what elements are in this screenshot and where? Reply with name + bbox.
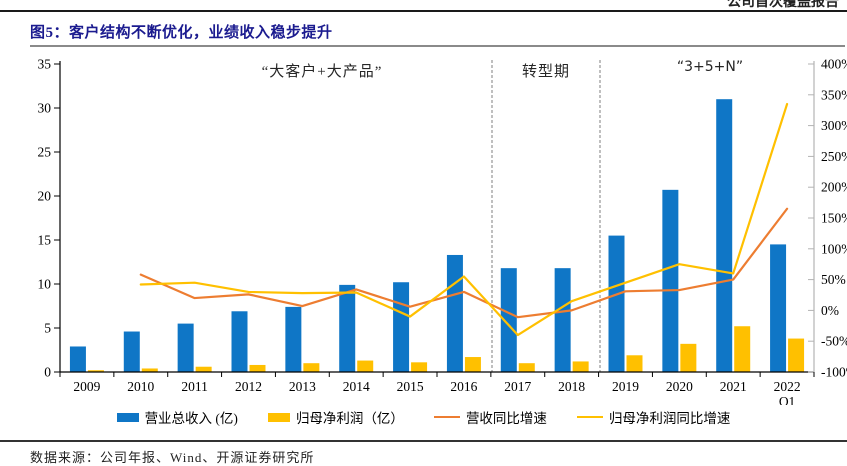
x-axis-category-label: 2018	[558, 379, 585, 394]
chart-canvas: 0 5 10 15 20 25 30 35 -100% -50% 0% 50% 100% 150% 200%…	[38, 57, 847, 406]
x-axis-category-label: 2022	[774, 379, 801, 394]
left-axis-tick-label: 0	[44, 365, 51, 380]
bar-revenue-2016	[446, 254, 463, 372]
bar-revenue-2018	[554, 268, 571, 372]
x-axis-category-label: 2009	[73, 379, 100, 394]
x-axis-category-label: 2014	[343, 379, 370, 394]
x-axis-category-label: 2020	[666, 379, 693, 394]
clipped-report-header-text: 公司首次覆盖报告	[727, 0, 839, 9]
data-source-note: 数据来源：公司年报、Wind、开源证券研究所	[30, 450, 315, 465]
x-axis-category-label: 2012	[235, 379, 262, 394]
annotation-phase-3: “3+5+N”	[676, 59, 744, 75]
bar-profit-2017	[518, 363, 535, 372]
x-axis-category-label: 2016	[450, 379, 477, 394]
right-axis-tick-label: 150%	[821, 211, 847, 226]
right-axis-tick-label: 200%	[821, 180, 847, 195]
right-axis-tick-label: 400%	[821, 57, 847, 72]
x-axis-category-label: 2010	[127, 379, 154, 394]
bar-revenue-2021	[716, 99, 733, 372]
x-axis-category-sublabel: Q1	[779, 394, 796, 405]
bar-profit-2016	[464, 357, 481, 372]
legend-label-0: 营业总收入 (亿)	[144, 411, 238, 426]
x-axis-category-label: 2011	[181, 379, 208, 394]
bar-revenue-2015	[393, 282, 410, 372]
right-axis-tick-label: 350%	[821, 87, 847, 102]
left-axis-tick-label: 15	[38, 233, 52, 248]
legend-bar-swatch-1	[267, 412, 290, 422]
bar-revenue-2011	[177, 323, 194, 372]
left-axis-tick-label: 35	[38, 57, 52, 72]
left-axis-tick-label: 20	[38, 189, 52, 204]
right-axis-tick-label: 50%	[821, 272, 846, 287]
legend-bar-swatch-0	[116, 412, 139, 422]
bar-revenue-2017	[500, 268, 517, 372]
bar-profit-2012	[249, 364, 266, 372]
left-axis-tick-label: 10	[38, 277, 52, 292]
bar-revenue-2022	[770, 244, 787, 372]
title-divider	[30, 45, 845, 47]
left-axis-tick-label: 30	[38, 101, 52, 116]
legend-line-swatch-3	[576, 415, 603, 419]
x-axis-category-label: 2019	[612, 379, 639, 394]
bar-profit-2022	[788, 338, 805, 372]
bottom-divider	[0, 440, 847, 442]
bar-profit-2011	[195, 366, 212, 372]
figure-title: 图5：客户结构不断优化，业绩收入稳步提升	[30, 25, 333, 41]
bar-revenue-2010	[123, 331, 140, 372]
bar-profit-2015	[411, 362, 428, 372]
annotation-phase-2: 转型期	[521, 64, 571, 80]
bar-profit-2009	[87, 370, 104, 372]
legend-item-2: 营收同比增速	[433, 407, 547, 427]
bar-profit-2013	[303, 363, 320, 372]
legend-item-3: 归母净利润同比增速	[576, 407, 731, 427]
annotation-phase-1: “大客户+大产品”	[261, 64, 383, 80]
chart-legend: 营业总收入 (亿) 归母净利润（亿） 营收同比增速 归母净利润同比增速	[0, 407, 847, 427]
clipped-report-header: 公司首次覆盖报告	[727, 0, 845, 9]
legend-line-swatch-2	[433, 415, 460, 419]
bar-profit-2019	[626, 355, 643, 372]
bar-revenue-2014	[339, 284, 356, 372]
bar-profit-2014	[357, 360, 374, 372]
right-axis-tick-label: -50%	[821, 334, 847, 349]
legend-label-1: 归母净利润（亿）	[295, 411, 404, 426]
x-axis-category-label: 2013	[289, 379, 316, 394]
right-axis-tick-label: 100%	[821, 241, 847, 256]
right-axis-tick-label: 250%	[821, 149, 847, 164]
legend-item-0: 营业总收入 (亿)	[116, 407, 238, 427]
top-divider	[0, 10, 847, 12]
legend-item-1: 归母净利润（亿）	[267, 407, 404, 427]
bar-revenue-2013	[285, 306, 302, 372]
line-profit-yoy	[139, 102, 789, 337]
right-axis-tick-label: -100%	[821, 365, 847, 380]
bar-profit-2010	[141, 368, 158, 372]
right-axis-tick-label: 0%	[821, 303, 839, 318]
legend-label-3: 归母净利润同比增速	[608, 411, 731, 426]
bar-profit-2020	[680, 343, 697, 372]
bar-profit-2018	[572, 361, 589, 372]
bar-revenue-2009	[69, 346, 86, 372]
bar-revenue-2012	[231, 311, 248, 372]
x-axis-category-label: 2021	[720, 379, 747, 394]
left-axis-tick-label: 25	[38, 145, 52, 160]
bar-profit-2021	[734, 326, 751, 372]
bar-revenue-2020	[662, 189, 679, 372]
bar-revenue-2019	[608, 235, 625, 372]
right-axis-tick-label: 300%	[821, 118, 847, 133]
left-axis-tick-label: 5	[44, 321, 51, 336]
legend-label-2: 营收同比增速	[465, 411, 547, 426]
x-axis-category-label: 2017	[504, 379, 531, 394]
x-axis-category-label: 2015	[397, 379, 424, 394]
line-revenue-yoy	[139, 207, 789, 319]
